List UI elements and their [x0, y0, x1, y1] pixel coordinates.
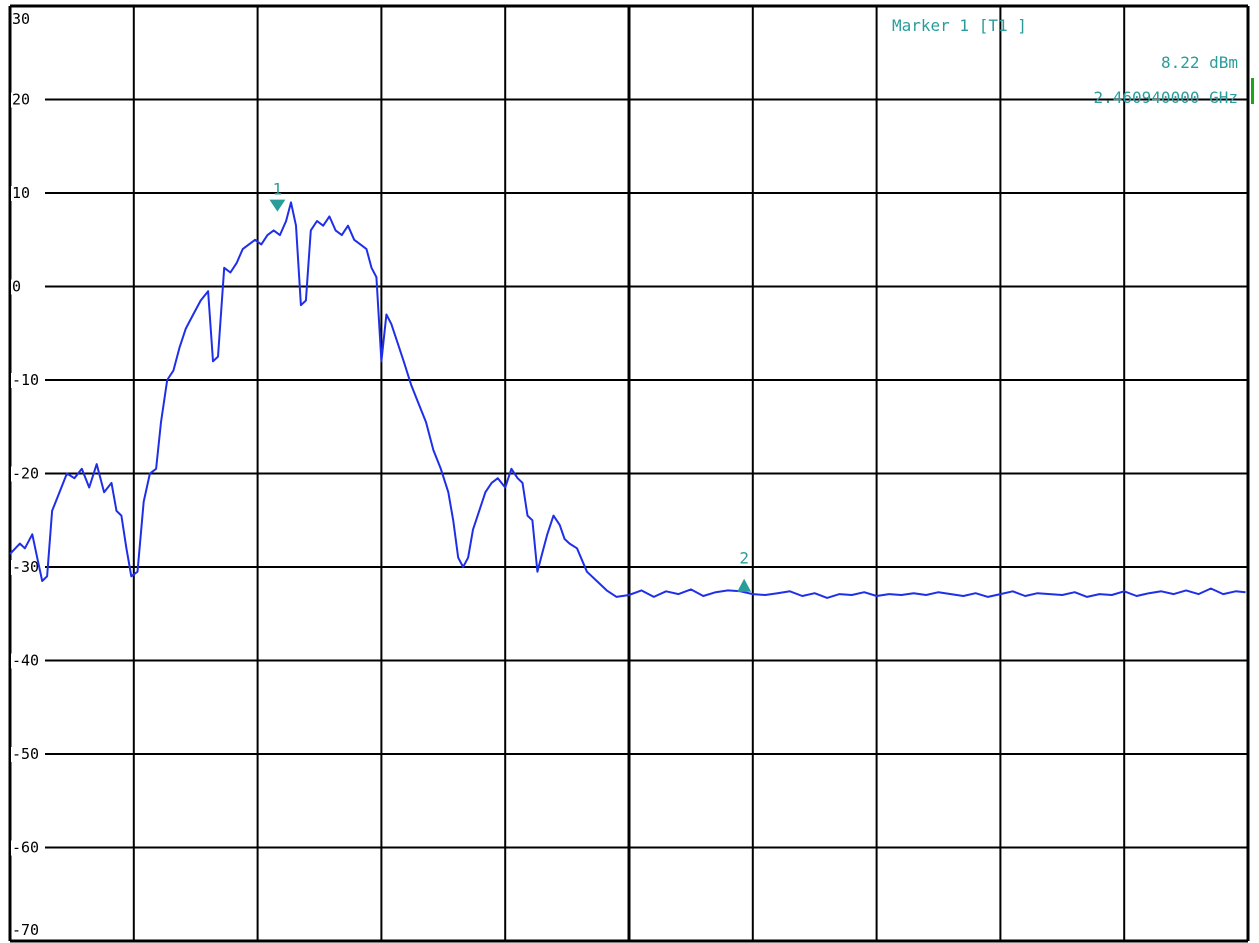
y-tick-label-background: [11, 560, 45, 575]
y-tick-label-background: [11, 747, 45, 762]
y-tick-label-background: [11, 466, 45, 482]
trace-line: [9, 201, 1246, 599]
marker-readout-title: Marker 1 [T1 ]: [892, 16, 1027, 35]
grid: [8, 4, 1250, 943]
y-tick-label-background: [11, 653, 45, 669]
y-tick-label: -60: [12, 839, 39, 857]
y-tick-label: 0: [12, 278, 21, 296]
marker-2: 2: [737, 549, 752, 592]
marker-readout-level: 8.22 dBm: [1161, 53, 1238, 72]
y-tick-label-background: [11, 373, 45, 388]
y-tick-label-background: [11, 186, 45, 201]
y-axis-tick-labels: 30 20 10 0 -10 -20 -30 -40 -50 -60 -70: [11, 10, 45, 939]
y-tick-label: -70: [12, 921, 39, 939]
marker-triangle-down: [269, 199, 286, 212]
y-tick-label: -20: [12, 465, 39, 483]
marker-label: 2: [739, 549, 749, 568]
marker-label: 1: [273, 180, 283, 199]
marker-1: 1: [269, 180, 286, 212]
y-tick-label: -10: [12, 371, 39, 389]
marker-triangle-up: [737, 578, 752, 592]
marker-readout-frequency: 2.460940000 GHz: [1094, 88, 1239, 107]
y-tick-label-background: [11, 840, 45, 856]
trace-layer: [9, 201, 1246, 599]
y-tick-label: 30: [12, 10, 30, 28]
y-tick-label-background: [11, 92, 45, 108]
y-tick-label: 10: [12, 184, 30, 202]
y-tick-label: -40: [12, 652, 39, 670]
y-tick-label-background: [11, 279, 45, 295]
markers: 12: [269, 180, 752, 592]
y-tick-label: 20: [12, 91, 30, 109]
y-tick-label: -30: [12, 558, 39, 576]
y-tick-label: -50: [12, 745, 39, 763]
right-edge-indicator: [1251, 78, 1254, 104]
marker-readout: Marker 1 [T1 ] 8.22 dBm 2.460940000 GHz: [892, 16, 1238, 107]
